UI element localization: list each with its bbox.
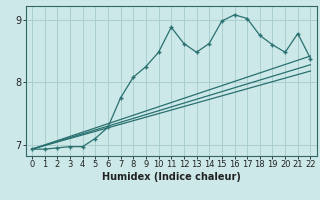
X-axis label: Humidex (Indice chaleur): Humidex (Indice chaleur) [102, 172, 241, 182]
